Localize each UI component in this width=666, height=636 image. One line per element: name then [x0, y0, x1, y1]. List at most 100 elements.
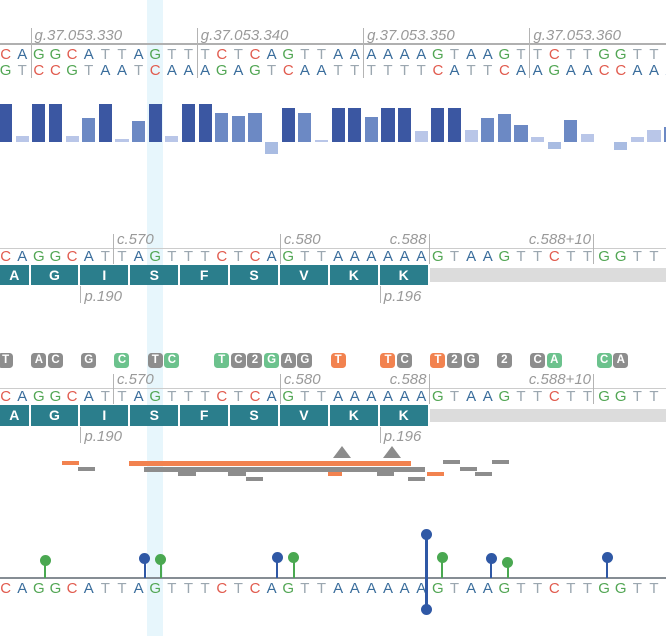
variant-lollipop[interactable] — [271, 551, 283, 563]
variant-span-bar[interactable] — [377, 472, 394, 476]
nucleotide-cdna: A — [349, 247, 360, 265]
genomic-ruler-tick — [363, 27, 365, 78]
nucleotide-cdna: T — [233, 388, 243, 405]
protein-residue: V — [280, 264, 330, 285]
nucleotide-cdna: A — [133, 247, 144, 265]
variant-span-bar[interactable] — [62, 461, 79, 465]
nucleotide-cdna: G — [49, 388, 62, 405]
variant-allele-badge[interactable]: C — [114, 352, 130, 368]
variant-allele-badge[interactable]: G — [297, 352, 313, 368]
nucleotide-bottom: G — [598, 579, 610, 597]
variant-lollipop[interactable] — [139, 552, 150, 564]
nucleotide-cdna: T — [533, 388, 543, 405]
nucleotide-reverse: T — [466, 61, 476, 79]
variant-span-bar[interactable] — [475, 472, 492, 476]
nucleotide-cdna: G — [149, 247, 162, 265]
nucleotide-bottom: G — [149, 579, 162, 597]
insertion-marker-icon[interactable] — [333, 446, 351, 458]
nucleotide-reverse: G — [548, 61, 561, 79]
insertion-marker-icon[interactable] — [383, 446, 401, 458]
protein-ruler-label: p.196 — [383, 287, 422, 305]
variant-allele-badge[interactable]: A — [546, 352, 562, 368]
variant-span-bar[interactable] — [144, 466, 425, 472]
nucleotide-cdna: T — [167, 388, 177, 405]
variant-allele-badge[interactable]: C — [397, 352, 413, 368]
variant-span-bar[interactable] — [246, 477, 263, 481]
variant-lollipop-stem[interactable] — [276, 557, 278, 578]
nucleotide-forward: A — [382, 45, 393, 63]
variant-allele-badge[interactable]: T — [147, 352, 163, 368]
variant-lollipop-stem[interactable] — [292, 557, 295, 578]
protein-residue: S — [230, 264, 280, 285]
variant-lollipop-stem[interactable] — [441, 557, 443, 578]
variant-allele-badge[interactable]: G — [81, 352, 97, 368]
variant-lollipop[interactable] — [485, 553, 497, 564]
variant-span-bar[interactable] — [443, 460, 460, 464]
variant-allele-badge[interactable]: T — [214, 352, 230, 368]
nucleotide-bottom: C — [249, 579, 261, 597]
variant-allele-badge[interactable]: G — [264, 352, 280, 368]
protein-residue: G — [30, 405, 81, 426]
variant-lollipop-stem[interactable] — [490, 558, 492, 578]
nucleotide-forward: T — [316, 45, 327, 63]
variant-span-bar[interactable] — [78, 467, 95, 471]
variant-span-bar[interactable] — [129, 460, 411, 466]
variant-allele-badge[interactable]: 2 — [447, 352, 462, 368]
nucleotide-reverse: C — [149, 61, 161, 79]
variant-span-bar[interactable] — [427, 472, 444, 476]
conservation-bar — [531, 136, 545, 142]
variant-lollipop-stem[interactable] — [143, 558, 146, 578]
variant-lollipop-stem[interactable] — [425, 534, 428, 610]
variant-lollipop[interactable] — [421, 529, 432, 540]
variant-allele-badge[interactable]: A — [613, 352, 629, 368]
variant-allele-badge[interactable]: A — [280, 352, 296, 368]
nucleotide-reverse: A — [116, 61, 127, 79]
intron-bar — [429, 408, 666, 422]
variant-allele-badge[interactable]: 2 — [247, 352, 263, 368]
nucleotide-cdna: A — [399, 388, 410, 405]
variant-lollipop[interactable] — [436, 551, 448, 563]
conservation-bar — [414, 130, 428, 142]
variant-lollipop[interactable] — [502, 557, 513, 568]
variant-allele-badge[interactable]: T — [330, 352, 346, 368]
variant-lollipop[interactable] — [155, 554, 166, 565]
nucleotide-forward: T — [233, 45, 243, 63]
variant-lollipop[interactable] — [421, 604, 432, 615]
variant-allele-badge[interactable]: C — [530, 352, 546, 368]
variant-allele-badge[interactable]: C — [47, 352, 63, 368]
variant-allele-badge[interactable]: T — [0, 352, 14, 368]
variant-lollipop-stem[interactable] — [606, 557, 608, 578]
variant-span-bar[interactable] — [408, 477, 425, 481]
variant-lollipop-stem[interactable] — [159, 559, 162, 578]
nucleotide-cdna: T — [662, 389, 666, 404]
variant-span-bar[interactable] — [228, 472, 246, 476]
nucleotide-forward: G — [498, 45, 511, 63]
variant-allele-badge[interactable]: T — [430, 352, 446, 368]
nucleotide-cdna: C — [66, 247, 78, 265]
variant-lollipop[interactable] — [601, 551, 613, 563]
variant-span-bar[interactable] — [460, 467, 477, 471]
nucleotide-bottom: T — [516, 579, 526, 597]
variant-lollipop[interactable] — [39, 554, 51, 566]
protein-residue: K — [329, 405, 380, 426]
nucleotide-reverse: A — [316, 61, 327, 79]
nucleotide-reverse: A — [662, 63, 666, 78]
variant-allele-badge[interactable]: T — [380, 352, 396, 368]
variant-span-bar[interactable] — [492, 460, 509, 464]
variant-span-bar[interactable] — [178, 472, 196, 476]
variant-allele-badge[interactable]: C — [164, 352, 180, 368]
nucleotide-reverse: A — [632, 61, 643, 79]
variant-span-bar[interactable] — [328, 472, 342, 476]
variant-allele-badge[interactable]: C — [230, 352, 246, 368]
nucleotide-forward: T — [183, 45, 194, 63]
variant-allele-badge[interactable]: 2 — [496, 352, 512, 368]
variant-allele-badge[interactable]: A — [31, 352, 47, 368]
nucleotide-cdna: A — [399, 247, 410, 265]
variant-lollipop-stem[interactable] — [44, 560, 46, 578]
variant-allele-badge[interactable]: C — [596, 352, 612, 368]
variant-allele-badge[interactable]: G — [463, 352, 479, 368]
variant-lollipop[interactable] — [288, 551, 299, 563]
nucleotide-cdna: G — [598, 388, 610, 405]
variant-lollipop-stem[interactable] — [506, 562, 509, 578]
